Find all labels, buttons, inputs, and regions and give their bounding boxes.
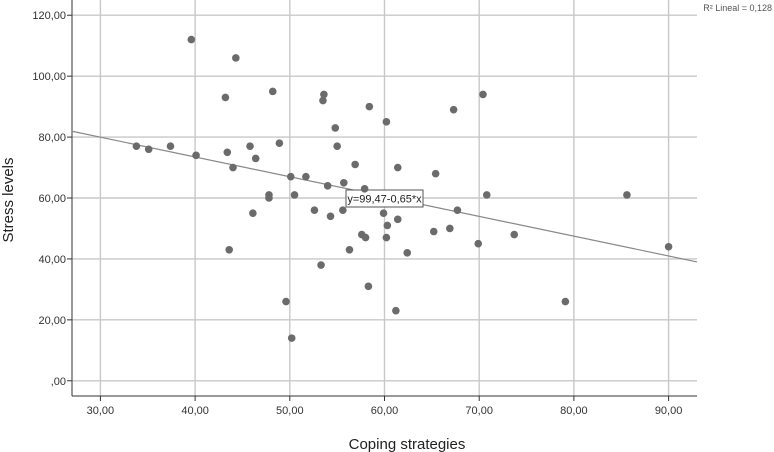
data-point xyxy=(225,245,233,254)
data-point xyxy=(482,191,491,199)
data-point xyxy=(474,239,483,248)
data-point xyxy=(317,261,325,269)
data-point xyxy=(246,142,254,151)
data-point xyxy=(339,178,348,187)
y-tick-label: 100,00 xyxy=(32,71,66,83)
data-point xyxy=(339,206,347,214)
data-point xyxy=(403,249,412,257)
annotations: R² Lineal = 0,128 Coping strategies Stre… xyxy=(0,3,772,452)
data-point xyxy=(221,93,230,102)
data-point xyxy=(275,139,284,147)
data-point xyxy=(323,182,332,190)
y-tick-label: 80,00 xyxy=(38,132,66,144)
y-axis-title: Stress levels xyxy=(0,157,17,242)
tick-labels: 30,00 40,00 50,00 60,00 70,00 80,00 90,00 ,00 20… xyxy=(32,10,682,417)
x-axis-title: Coping strategies xyxy=(349,436,466,452)
x-tick-label: 90,00 xyxy=(655,405,683,417)
axes xyxy=(67,0,697,401)
data-point xyxy=(229,163,237,172)
data-point xyxy=(365,102,374,111)
data-point xyxy=(132,142,141,151)
x-tick-label: 70,00 xyxy=(465,405,493,417)
data-point xyxy=(144,145,153,154)
data-point xyxy=(345,245,354,254)
data-point xyxy=(302,172,310,181)
data-point xyxy=(286,172,295,181)
data-point xyxy=(361,233,370,242)
x-tick-label: 60,00 xyxy=(371,405,399,417)
data-point xyxy=(623,191,631,199)
data-point xyxy=(429,227,438,236)
data-point xyxy=(392,306,400,315)
data-point xyxy=(268,87,277,96)
y-tick-label: 40,00 xyxy=(38,254,66,266)
data-point xyxy=(351,160,359,169)
data-point xyxy=(331,124,340,132)
data-point xyxy=(290,191,299,199)
data-point xyxy=(232,54,240,62)
r2-label: R² Lineal = 0,128 xyxy=(703,3,772,13)
data-point xyxy=(223,148,232,157)
data-point xyxy=(479,90,487,99)
data-point xyxy=(282,297,290,306)
data-point xyxy=(249,209,257,218)
x-tick-label: 80,00 xyxy=(560,405,588,417)
y-tick-label: 60,00 xyxy=(38,193,66,205)
data-point xyxy=(449,105,458,114)
data-point xyxy=(287,334,296,342)
data-point xyxy=(166,142,175,151)
data-points xyxy=(132,35,673,342)
x-tick-label: 50,00 xyxy=(276,405,304,417)
data-point xyxy=(510,230,519,239)
data-point xyxy=(379,209,388,218)
data-point xyxy=(382,118,391,126)
data-point xyxy=(320,90,328,99)
x-tick-label: 30,00 xyxy=(87,405,115,417)
fit-equation-box xyxy=(345,189,424,208)
y-tick-label: ,00 xyxy=(51,376,66,388)
data-point xyxy=(393,215,402,224)
data-point xyxy=(192,151,200,160)
data-point xyxy=(333,142,341,151)
fit-equation-label: y=99,47-0,65*x xyxy=(347,194,422,206)
data-point xyxy=(187,35,196,44)
x-tick-label: 40,00 xyxy=(181,405,209,417)
data-point xyxy=(453,206,462,214)
data-point xyxy=(446,224,454,233)
data-point xyxy=(364,282,373,291)
data-point xyxy=(382,233,391,242)
data-point xyxy=(383,221,392,230)
y-tick-label: 120,00 xyxy=(32,10,66,22)
data-point xyxy=(265,194,273,202)
data-point xyxy=(360,185,369,193)
data-point xyxy=(393,163,402,172)
data-point xyxy=(251,154,260,163)
data-point xyxy=(431,169,440,178)
data-point xyxy=(326,212,335,221)
data-point xyxy=(319,96,327,105)
y-tick-label: 20,00 xyxy=(38,315,66,327)
fit-line-group: y=99,47-0,65*x xyxy=(71,130,698,263)
data-point xyxy=(664,242,673,251)
data-point xyxy=(310,206,319,214)
data-point xyxy=(561,297,570,306)
